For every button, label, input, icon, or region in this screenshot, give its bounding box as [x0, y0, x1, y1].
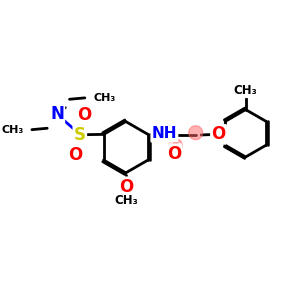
Text: O: O: [212, 125, 226, 143]
Text: O: O: [167, 145, 181, 163]
Text: NH: NH: [152, 126, 177, 141]
Text: O: O: [68, 146, 83, 164]
Text: CH₃: CH₃: [1, 125, 23, 135]
Text: CH₃: CH₃: [114, 194, 138, 207]
Text: S: S: [74, 126, 86, 144]
Circle shape: [168, 139, 182, 152]
Text: N: N: [50, 105, 64, 123]
Text: CH₃: CH₃: [234, 84, 257, 97]
Circle shape: [189, 126, 202, 140]
Text: CH₃: CH₃: [93, 93, 116, 103]
Text: O: O: [119, 178, 133, 196]
Text: O: O: [77, 106, 91, 124]
